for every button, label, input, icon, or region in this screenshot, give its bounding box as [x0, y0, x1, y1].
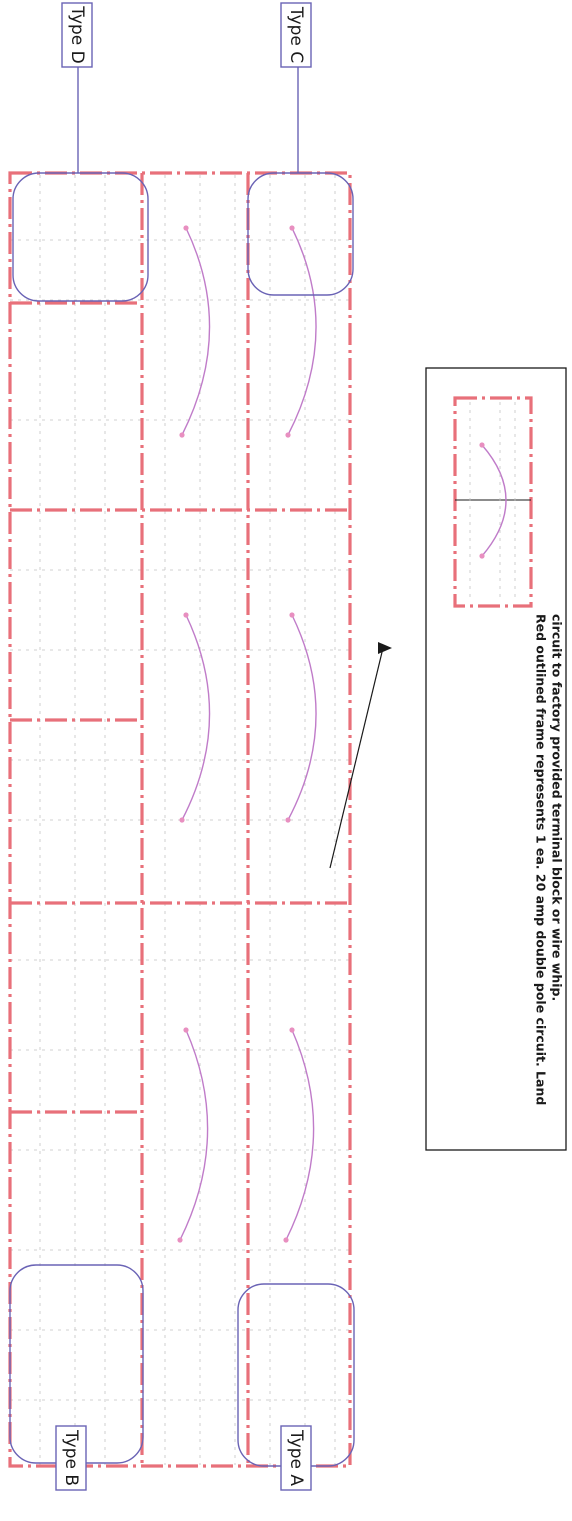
type-c-label: Type C — [280, 2, 312, 68]
type-d-label: Type D — [61, 2, 93, 68]
circuit-arc — [287, 614, 317, 821]
svg-text:Type C: Type C — [286, 6, 306, 63]
svg-text:Type D: Type D — [67, 5, 87, 64]
legend-box: Red outlined frame represents 1 ea. 20 a… — [425, 367, 567, 1151]
type-c-enclosure — [247, 172, 354, 296]
circuit-arc — [287, 227, 317, 436]
type-b-label: Type B — [55, 1425, 87, 1491]
outer-frame — [8, 171, 352, 1468]
svg-text:Type B: Type B — [61, 1429, 81, 1486]
type-a-label: Type A — [280, 1425, 312, 1491]
circuit-arc — [285, 1029, 315, 1241]
svg-text:Type A: Type A — [286, 1429, 306, 1486]
circuit-end-points — [177, 225, 295, 1243]
circuit-frames — [8, 171, 352, 1468]
legend-text-line-1: Red outlined frame represents 1 ea. 20 a… — [534, 614, 549, 1105]
circuit-arcs — [179, 227, 317, 1241]
circuit-arc — [181, 614, 211, 821]
legend-leader-arrow — [329, 642, 392, 869]
legend-text-line-2: circuit to factory provided terminal blo… — [550, 614, 565, 1001]
legend-sample-frame — [453, 396, 533, 608]
grid-texture — [10, 175, 350, 1465]
circuit-arc — [181, 227, 211, 436]
type-d-enclosure — [12, 172, 149, 302]
circuit-arc — [179, 1029, 209, 1241]
